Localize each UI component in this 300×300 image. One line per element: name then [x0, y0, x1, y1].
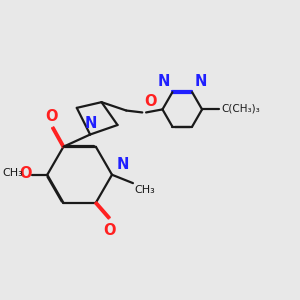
Text: O: O [45, 109, 58, 124]
Text: N: N [117, 157, 129, 172]
Text: O: O [20, 166, 32, 181]
Text: O: O [104, 223, 116, 238]
Text: CH₃: CH₃ [2, 168, 23, 178]
Text: C(CH₃)₃: C(CH₃)₃ [221, 103, 260, 114]
Text: N: N [157, 74, 170, 89]
Text: O: O [144, 94, 156, 110]
Text: N: N [195, 74, 207, 89]
Text: CH₃: CH₃ [134, 185, 155, 195]
Text: N: N [84, 116, 97, 131]
